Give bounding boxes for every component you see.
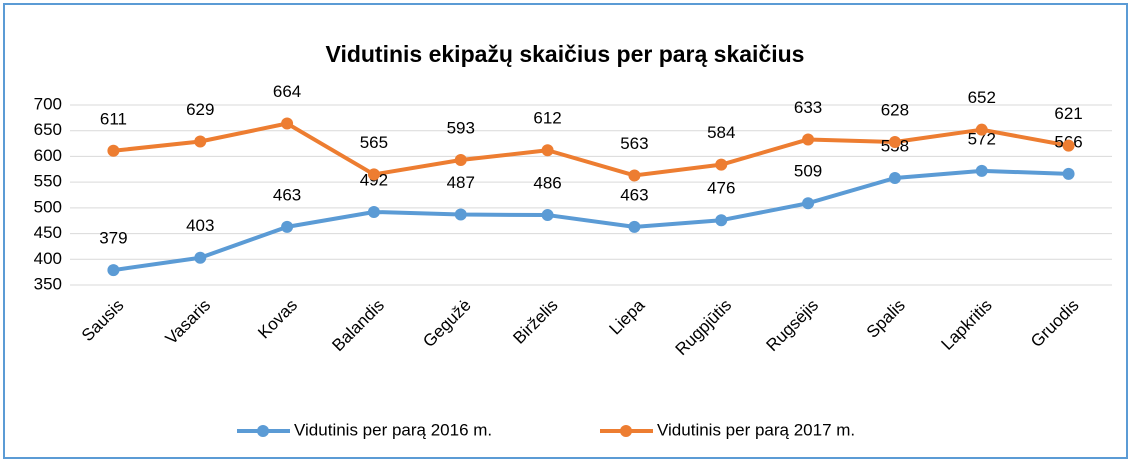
data-point	[975, 123, 988, 136]
data-label: 463	[273, 185, 301, 204]
data-point	[281, 117, 294, 130]
data-point	[975, 164, 988, 177]
data-label: 593	[447, 119, 475, 138]
data-label: 487	[447, 173, 475, 192]
data-point	[194, 251, 207, 264]
legend-marker	[620, 425, 632, 437]
series-line	[113, 168, 1069, 273]
y-tick-label: 400	[34, 249, 62, 268]
data-label: 621	[1054, 104, 1082, 123]
data-point	[281, 220, 294, 233]
data-point	[194, 135, 207, 148]
legend-marker	[257, 425, 269, 437]
data-point	[888, 136, 901, 149]
chart-title: Vidutinis ekipažų skaičius per parą skai…	[326, 41, 805, 67]
series-line	[113, 121, 1069, 178]
data-point	[888, 172, 901, 185]
chart-border	[3, 3, 1128, 459]
y-tick-label: 550	[34, 172, 62, 191]
data-point	[454, 154, 467, 167]
legend-label: Vidutinis per parą 2017 m.	[657, 420, 855, 439]
data-label: 572	[968, 129, 996, 148]
data-point	[454, 208, 467, 221]
data-point	[715, 214, 728, 227]
data-point	[107, 144, 120, 157]
data-point	[367, 205, 380, 218]
data-label: 633	[794, 98, 822, 117]
data-point	[541, 144, 554, 157]
data-label: 476	[707, 179, 735, 198]
y-tick-label: 450	[34, 223, 62, 242]
data-label: 403	[186, 216, 214, 235]
data-label: 611	[100, 109, 127, 128]
y-tick-label: 650	[34, 120, 62, 139]
data-point	[1062, 167, 1075, 180]
data-label: 486	[533, 174, 561, 193]
y-tick-label: 600	[34, 146, 62, 165]
y-tick-label: 500	[34, 197, 62, 216]
data-point	[715, 158, 728, 171]
data-point	[628, 220, 641, 233]
data-label: 509	[794, 162, 822, 181]
data-point	[541, 209, 554, 222]
data-point	[802, 133, 815, 146]
data-point	[1062, 139, 1075, 152]
data-label: 584	[707, 123, 735, 142]
y-tick-label: 350	[34, 274, 62, 293]
data-label: 652	[968, 88, 996, 107]
data-label: 563	[620, 134, 648, 153]
y-tick-label: 700	[34, 94, 62, 113]
data-point	[107, 264, 120, 277]
data-label: 379	[99, 229, 127, 248]
data-label: 612	[533, 109, 561, 128]
data-point	[802, 197, 815, 210]
data-point	[367, 168, 380, 181]
data-label: 664	[273, 82, 301, 101]
data-point	[628, 169, 641, 182]
data-label: 463	[620, 185, 648, 204]
legend-label: Vidutinis per parą 2016 m.	[294, 420, 492, 439]
data-label: 565	[360, 133, 388, 152]
data-label: 629	[186, 100, 214, 119]
data-label: 628	[881, 101, 909, 120]
